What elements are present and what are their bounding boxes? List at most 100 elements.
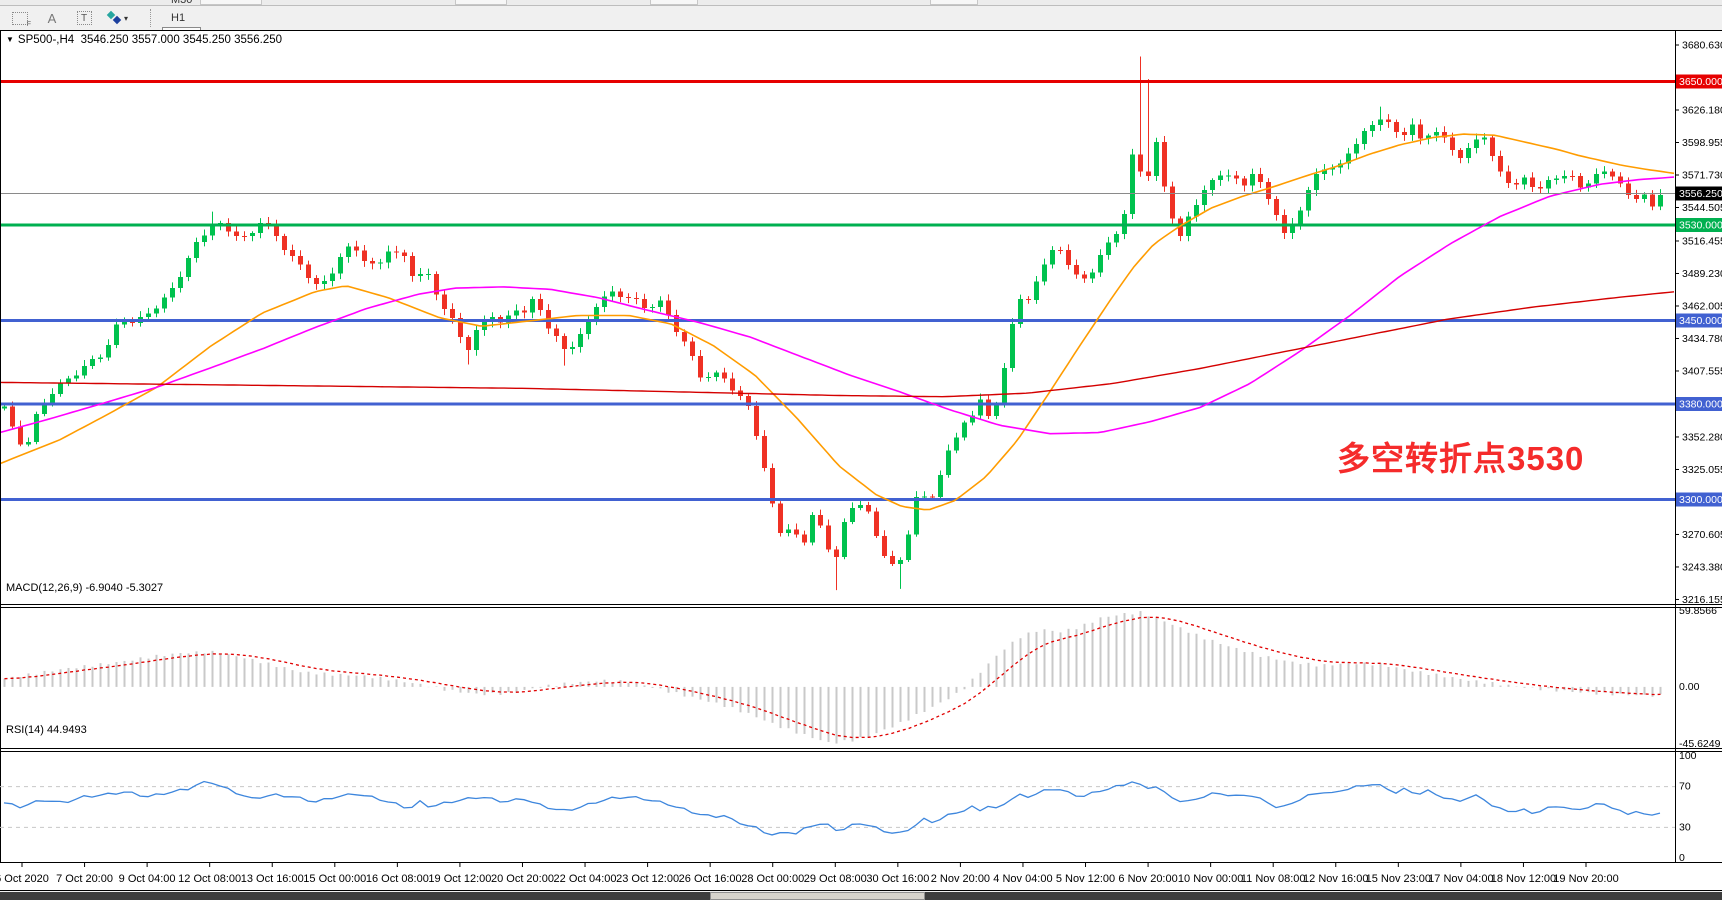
- price-axis-tick-label: 3325.055: [1682, 464, 1722, 476]
- date-axis-label: 10 Nov 00:00: [1178, 873, 1243, 885]
- candle-body: [1570, 176, 1575, 178]
- horizontal-scrollbar[interactable]: [0, 892, 1722, 900]
- candle-body: [178, 276, 183, 289]
- candle-body: [810, 515, 815, 543]
- chart-window[interactable]: 3680.630 3626.180 3598.955 3571.730 3544.505…: [0, 30, 1722, 891]
- candle-body: [1130, 154, 1135, 215]
- candle-body: [610, 291, 615, 297]
- chart-canvas[interactable]: 3680.630 3626.180 3598.955 3571.730 3544.505…: [0, 30, 1722, 891]
- chart-high-value: 3557.000: [131, 34, 180, 46]
- candle-body: [722, 372, 727, 379]
- candle-body: [114, 324, 119, 345]
- price-axis-tick-label: 3407.555: [1682, 365, 1722, 377]
- candle-body: [1266, 182, 1271, 199]
- candle-body: [906, 534, 911, 560]
- date-axis-label: 6 Nov 20:00: [1118, 873, 1177, 885]
- text-label-tool-icon[interactable]: A: [47, 10, 57, 26]
- candle-body: [1042, 264, 1047, 282]
- candle-body: [162, 297, 167, 309]
- candle-body: [234, 231, 239, 237]
- candle-body: [642, 299, 647, 308]
- candle-body: [1066, 249, 1071, 266]
- clipped-toolbar-row: [0, 0, 1722, 6]
- candle-body: [394, 251, 399, 253]
- candle-body: [1170, 186, 1175, 219]
- candle-body: [962, 422, 967, 438]
- candle-body: [1074, 265, 1079, 275]
- date-axis-label: 2 Nov 20:00: [931, 873, 990, 885]
- candle-body: [1346, 153, 1351, 164]
- candle-body: [578, 333, 583, 348]
- candle-body: [466, 337, 471, 350]
- candle-body: [842, 521, 847, 557]
- candle-body: [586, 319, 591, 334]
- candle-body: [1586, 183, 1591, 188]
- price-badge-label: 3380.000: [1679, 398, 1722, 410]
- candle-body: [1602, 171, 1607, 175]
- candle-body: [530, 298, 535, 313]
- candle-body: [746, 396, 751, 407]
- candle-body: [1594, 174, 1599, 184]
- candle-body: [666, 300, 671, 315]
- candle-body: [1106, 242, 1111, 256]
- pattern-tool-icon[interactable]: F: [8, 9, 32, 28]
- toolbar-separator: [150, 9, 157, 27]
- date-axis-label: 23 Oct 12:00: [616, 873, 679, 885]
- candle-body: [1162, 141, 1167, 187]
- text-box-tool-icon[interactable]: T: [72, 9, 96, 27]
- candle-body: [1178, 218, 1183, 236]
- candle-body: [938, 475, 943, 497]
- candle-body: [1330, 167, 1335, 170]
- candle-body: [242, 236, 247, 238]
- chart-collapse-arrow[interactable]: ▼: [6, 35, 14, 44]
- candle-body: [594, 306, 599, 320]
- candle-body: [858, 504, 863, 509]
- candle-body: [1146, 171, 1151, 176]
- macd-axis-label: 0.00: [1679, 681, 1700, 693]
- price-axis-tick-label: 3544.505: [1682, 202, 1722, 214]
- shapes-tool-icon[interactable]: ▾: [104, 9, 138, 27]
- candle-body: [66, 378, 71, 384]
- candle-body: [58, 383, 63, 395]
- timeframe-button-h1[interactable]: H1: [171, 12, 186, 24]
- rsi-line: [3, 780, 1661, 836]
- price-badge-label: 3556.250: [1679, 188, 1722, 200]
- candle-body: [1546, 179, 1551, 189]
- candle-body: [1626, 183, 1631, 196]
- candle-body: [1466, 147, 1471, 158]
- candle-body: [882, 536, 887, 557]
- candle-body: [1250, 173, 1255, 186]
- candle-body: [866, 504, 871, 512]
- macd-axis-label: -45.6249: [1679, 738, 1721, 750]
- candle-body: [74, 375, 79, 379]
- date-axis-label: 19 Nov 20:00: [1553, 873, 1618, 885]
- price-badge-label: 3650.000: [1679, 76, 1722, 88]
- candle-body: [1386, 119, 1391, 122]
- price-badge-label: 3450.000: [1679, 315, 1722, 327]
- date-axis-label: 15 Oct 00:00: [303, 873, 366, 885]
- timeframe-button-m30[interactable]: M30: [171, 0, 193, 6]
- date-axis-label: 5 Nov 12:00: [1056, 873, 1115, 885]
- date-axis-label: 16 Oct 08:00: [366, 873, 429, 885]
- candle-body: [602, 296, 607, 307]
- chart-annotation-text: 多空转折点3530: [1337, 440, 1585, 477]
- candle-body: [818, 515, 823, 526]
- candle-body: [1050, 249, 1055, 265]
- candle-body: [1442, 132, 1447, 138]
- candle-body: [322, 280, 327, 285]
- rsi-axis-label: 100: [1679, 750, 1697, 762]
- chart-symbol-period: SP500-,H4: [17, 34, 75, 46]
- price-axis-tick-label: 3571.730: [1682, 169, 1722, 181]
- candle-body: [314, 277, 319, 285]
- candle-body: [1450, 137, 1455, 151]
- candle-body: [986, 399, 991, 416]
- candle-body: [42, 403, 47, 414]
- candle-body: [1010, 324, 1015, 369]
- candle-body: [442, 294, 447, 310]
- clipped-button: [650, 0, 698, 5]
- candle-body: [1482, 137, 1487, 140]
- date-axis-label: 22 Oct 04:00: [554, 873, 617, 885]
- candle-body: [650, 306, 655, 308]
- scrollbar-thumb[interactable]: [710, 892, 925, 900]
- date-axis-label: 12 Oct 08:00: [178, 873, 241, 885]
